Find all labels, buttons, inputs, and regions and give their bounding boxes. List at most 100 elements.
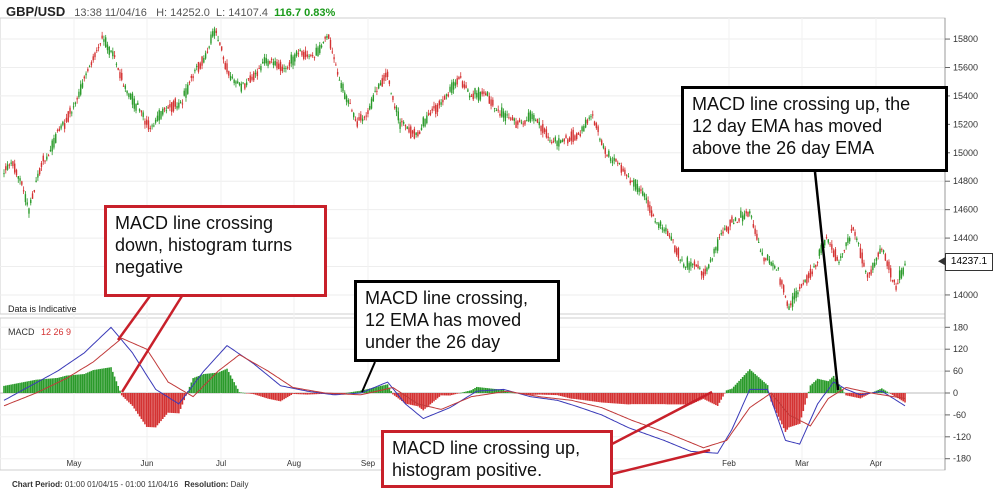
- histogram-bar: [38, 379, 41, 393]
- callout-macd-under: MACD line crossing, 12 EMA has moved und…: [354, 280, 560, 362]
- symbol-title: GBP/USD: [6, 4, 66, 19]
- histogram-bar: [693, 393, 696, 403]
- candle-down: [42, 155, 44, 162]
- candle-up: [285, 67, 287, 69]
- candle-up: [85, 73, 87, 76]
- histogram-bar: [417, 393, 419, 407]
- candle-down: [44, 160, 46, 162]
- histogram-bar: [90, 370, 93, 393]
- histogram-bar: [807, 391, 810, 393]
- histogram-bar: [356, 391, 359, 393]
- histogram-bar: [748, 369, 751, 393]
- candle-down: [215, 30, 218, 33]
- candle-down: [499, 113, 501, 116]
- histogram-bar: [820, 379, 822, 393]
- candle-up: [774, 265, 776, 269]
- candle-up: [665, 227, 667, 232]
- candle-up: [743, 213, 746, 220]
- candle-down: [56, 129, 59, 131]
- histogram-bar: [888, 392, 890, 394]
- candle-up: [204, 53, 207, 59]
- histogram-bar: [618, 393, 621, 404]
- candle-down: [517, 121, 519, 125]
- histogram-bar: [310, 393, 312, 395]
- period-value: 01:00 01/04/15 - 01:00 11/04/16: [64, 480, 179, 489]
- histogram-bar: [793, 393, 796, 426]
- candle-down: [700, 271, 703, 276]
- histogram-bar: [608, 393, 610, 404]
- histogram-bar: [627, 393, 630, 405]
- candle-down: [831, 244, 833, 250]
- candle-up: [904, 263, 906, 266]
- histogram-bar: [345, 392, 348, 394]
- histogram-bar: [47, 378, 50, 393]
- histogram-bar: [740, 378, 742, 393]
- candle-up: [724, 228, 726, 230]
- candle-down: [435, 104, 437, 114]
- histogram-bar: [427, 393, 430, 406]
- candle-up: [476, 92, 478, 98]
- histogram-bar: [590, 393, 592, 402]
- histogram-bar: [138, 393, 141, 417]
- candle-down: [836, 257, 838, 261]
- macd-tick-label: 180: [953, 322, 968, 332]
- candle-up: [479, 91, 482, 100]
- candle-up: [440, 102, 442, 105]
- histogram-bar: [577, 393, 580, 400]
- histogram-bar: [624, 393, 626, 405]
- histogram-bar: [709, 393, 712, 403]
- candle-up: [865, 271, 867, 273]
- candle-up: [840, 256, 842, 258]
- histogram-bar: [161, 393, 164, 420]
- candle-up: [374, 90, 376, 92]
- histogram-bar: [481, 387, 483, 393]
- candle-down: [745, 211, 747, 214]
- histogram-bar: [404, 393, 407, 404]
- candle-down: [324, 36, 326, 39]
- candle-down: [586, 119, 589, 124]
- histogram-bar: [33, 380, 36, 393]
- candle-up: [451, 82, 453, 94]
- histogram-bar: [659, 393, 662, 405]
- histogram-bar: [3, 385, 5, 393]
- candle-down: [829, 243, 831, 246]
- candle-up: [824, 239, 826, 246]
- candle-up: [599, 138, 601, 141]
- candle-down: [640, 189, 642, 191]
- histogram-bar: [210, 373, 212, 393]
- histogram-bar: [154, 393, 157, 428]
- candle-up: [131, 93, 134, 105]
- candle-up: [793, 292, 796, 300]
- candle-down: [485, 93, 487, 96]
- candle-down: [101, 35, 103, 39]
- candle-down: [278, 63, 280, 69]
- candle-down: [419, 131, 421, 134]
- candle-up: [110, 50, 112, 52]
- candle-up: [474, 88, 476, 95]
- histogram-bar: [29, 380, 32, 393]
- histogram-bar: [720, 393, 723, 400]
- x-tick-label: Sep: [361, 459, 376, 468]
- macd-lines: [3, 326, 906, 454]
- histogram-bar: [467, 391, 469, 393]
- candle-down: [890, 268, 892, 278]
- histogram-bar: [379, 385, 382, 393]
- histogram-bar: [688, 393, 690, 405]
- histogram-bar: [247, 393, 250, 394]
- candle-down: [87, 69, 89, 72]
- histogram-bar: [897, 393, 899, 399]
- candle-down: [870, 269, 872, 275]
- histogram-bar: [791, 393, 794, 427]
- histogram-bar: [436, 393, 439, 399]
- histogram-bar: [252, 393, 255, 395]
- candle-down: [224, 62, 226, 70]
- histogram-bar: [747, 371, 749, 393]
- candle-down: [524, 120, 526, 125]
- candle-up: [395, 106, 398, 113]
- histogram-bar: [816, 378, 819, 393]
- histogram-bar: [822, 379, 824, 393]
- candle-down: [222, 57, 225, 60]
- candle-down: [140, 110, 143, 113]
- candle-down: [704, 268, 706, 275]
- histogram-bar: [147, 393, 150, 428]
